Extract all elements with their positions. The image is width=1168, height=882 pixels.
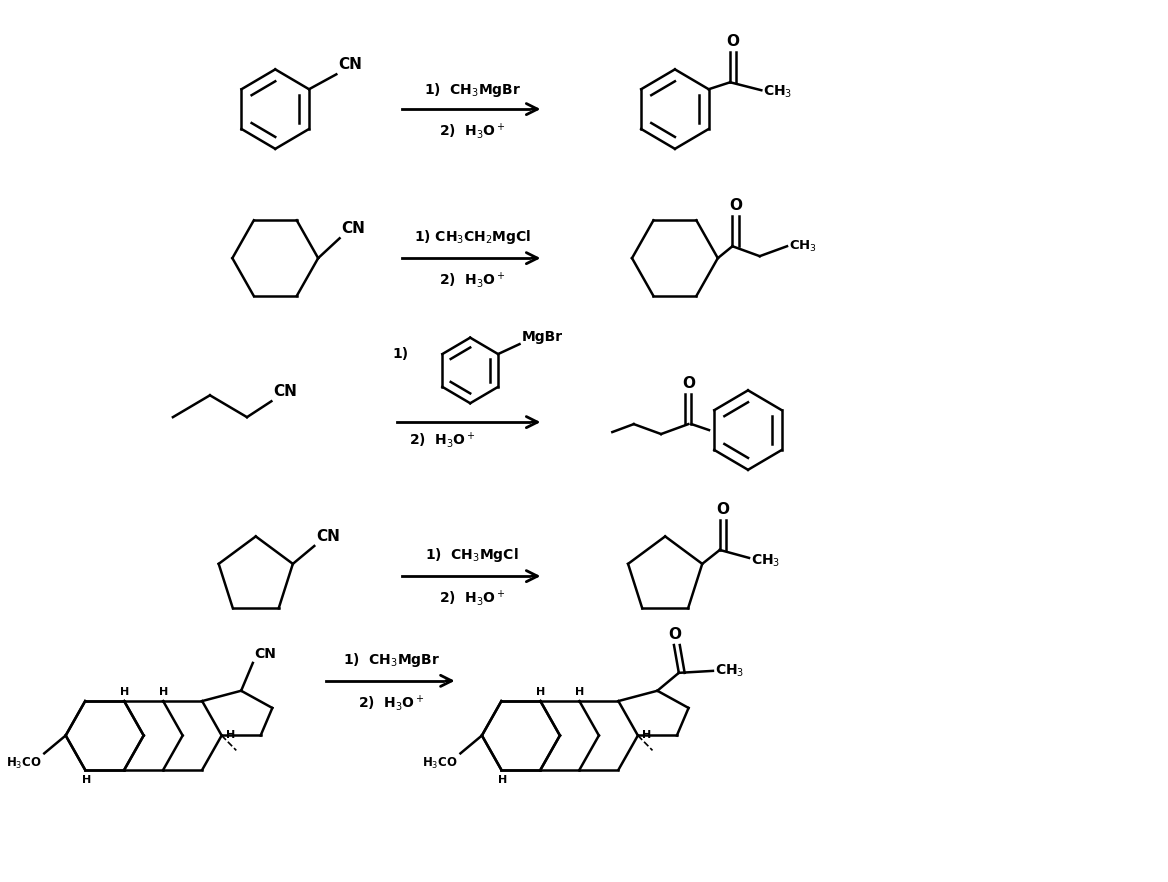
Text: CH$_3$: CH$_3$: [788, 239, 818, 254]
Text: 2)  H$_3$O$^+$: 2) H$_3$O$^+$: [439, 121, 506, 141]
Text: H: H: [536, 687, 545, 697]
Text: 1): 1): [392, 347, 409, 361]
Text: 1)  CH$_3$MgBr: 1) CH$_3$MgBr: [424, 81, 521, 99]
Text: O: O: [726, 34, 739, 49]
Text: H: H: [575, 687, 584, 697]
Text: O: O: [716, 502, 729, 517]
Text: 2)  H$_3$O$^+$: 2) H$_3$O$^+$: [439, 270, 506, 290]
Text: O: O: [668, 627, 681, 642]
Text: 1)  CH$_3$MgBr: 1) CH$_3$MgBr: [343, 651, 440, 669]
Text: H: H: [82, 775, 91, 785]
Text: CN: CN: [339, 57, 362, 72]
Text: 2)  H$_3$O$^+$: 2) H$_3$O$^+$: [359, 693, 425, 713]
Text: CN: CN: [317, 529, 340, 544]
Text: H$_3$CO: H$_3$CO: [422, 757, 458, 772]
Text: 2)  H$_3$O$^+$: 2) H$_3$O$^+$: [439, 588, 506, 608]
Text: CN: CN: [273, 385, 297, 400]
Text: H: H: [159, 687, 168, 697]
Text: 1) CH$_3$CH$_2$MgCl: 1) CH$_3$CH$_2$MgCl: [413, 228, 530, 246]
Text: H: H: [498, 775, 507, 785]
Text: 2)  H$_3$O$^+$: 2) H$_3$O$^+$: [409, 430, 475, 450]
Text: MgBr: MgBr: [521, 330, 563, 344]
Text: CH$_3$: CH$_3$: [763, 84, 793, 101]
Text: CH$_3$: CH$_3$: [751, 553, 780, 569]
Text: H: H: [119, 687, 128, 697]
Text: CN: CN: [253, 647, 276, 661]
Text: H: H: [641, 730, 651, 741]
Text: CH$_3$: CH$_3$: [715, 662, 744, 679]
Text: H$_3$CO: H$_3$CO: [6, 757, 41, 772]
Text: O: O: [729, 198, 742, 213]
Text: O: O: [682, 377, 695, 392]
Text: 1)  CH$_3$MgCl: 1) CH$_3$MgCl: [425, 546, 519, 564]
Text: H: H: [225, 730, 235, 741]
Text: CN: CN: [341, 221, 366, 236]
